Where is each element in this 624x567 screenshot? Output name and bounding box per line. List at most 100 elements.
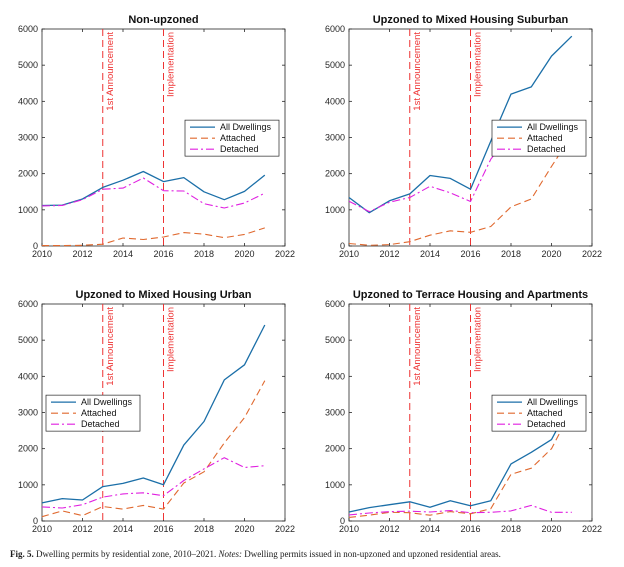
series-line-3 — [41, 177, 266, 209]
x-tick-label: 2012 — [72, 524, 92, 534]
event-label: 1st Announcement — [412, 307, 423, 386]
chart-panel-1: Non-upzoned 2010 2012 2014 2016 2018 2020 2022 0… — [18, 14, 295, 259]
caption-label: Fig. 5. — [10, 549, 34, 559]
x-tick-label: 2020 — [234, 524, 254, 534]
y-tick-label: 4000 — [18, 371, 38, 381]
x-tick-label: 2020 — [234, 249, 254, 259]
y-tick-label: 6000 — [325, 24, 345, 34]
x-tick-label: 2014 — [113, 249, 133, 259]
y-tick-label: 0 — [340, 516, 345, 526]
event-label: Implementation — [166, 32, 177, 97]
legend-label: All Dwellings — [220, 122, 272, 132]
caption-notes-text: Dwelling permits issued in non-upzoned a… — [244, 549, 501, 559]
legend-label: Detached — [81, 419, 120, 429]
y-tick-label: 4000 — [325, 371, 345, 381]
x-tick-label: 2018 — [501, 249, 521, 259]
y-tick-label: 0 — [33, 516, 38, 526]
y-tick-label: 3000 — [325, 133, 345, 143]
x-tick-label: 2022 — [275, 524, 295, 534]
y-tick-label: 1000 — [325, 480, 345, 490]
x-tick-label: 2020 — [541, 524, 561, 534]
series-line-3 — [41, 457, 265, 509]
series-line-2 — [348, 409, 573, 518]
y-tick-label: 3000 — [18, 408, 38, 418]
y-tick-label: 6000 — [18, 24, 38, 34]
x-tick-label: 2018 — [501, 524, 521, 534]
y-tick-label: 0 — [33, 241, 38, 251]
chart-panel-4: Upzoned to Terrace Housing and Apartment… — [325, 289, 602, 534]
x-tick-label: 2010 — [339, 524, 359, 534]
chart-title: Upzoned to Mixed Housing Suburban — [373, 14, 569, 26]
legend-label: All Dwellings — [81, 397, 133, 407]
x-tick-label: 2022 — [275, 249, 295, 259]
series-line-2 — [348, 134, 573, 246]
x-tick-label: 2020 — [541, 249, 561, 259]
y-tick-label: 4000 — [325, 96, 345, 106]
event-label: Implementation — [166, 307, 177, 372]
y-tick-label: 1000 — [18, 480, 38, 490]
legend-label: All Dwellings — [527, 122, 579, 132]
y-tick-label: 1000 — [18, 205, 38, 215]
legend-box — [45, 394, 141, 432]
y-tick-label: 6000 — [325, 299, 345, 309]
x-tick-label: 2014 — [420, 524, 440, 534]
caption-notes-label: Notes: — [218, 549, 242, 559]
y-tick-label: 0 — [340, 241, 345, 251]
chart-title: Upzoned to Mixed Housing Urban — [76, 289, 252, 301]
event-label: 1st Announcement — [412, 32, 423, 111]
x-tick-label: 2016 — [153, 249, 173, 259]
x-tick-label: 2016 — [153, 524, 173, 534]
figure-caption: Fig. 5. Dwelling permits by residential … — [10, 549, 620, 559]
chart-title: Non-upzoned — [128, 14, 198, 26]
y-tick-label: 2000 — [325, 444, 345, 454]
x-tick-label: 2010 — [339, 249, 359, 259]
series-line-3 — [348, 504, 572, 516]
legend-box — [491, 394, 587, 432]
y-tick-label: 2000 — [18, 444, 38, 454]
y-tick-label: 2000 — [18, 169, 38, 179]
series-line-2 — [42, 227, 265, 247]
legend-label: Attached — [220, 133, 256, 143]
x-tick-label: 2018 — [194, 524, 214, 534]
event-label: 1st Announcement — [105, 307, 116, 386]
x-tick-label: 2018 — [194, 249, 214, 259]
y-tick-label: 5000 — [325, 60, 345, 70]
legend-label: Attached — [527, 133, 563, 143]
x-tick-label: 2016 — [460, 249, 480, 259]
legend-box — [184, 119, 280, 157]
x-tick-label: 2012 — [72, 249, 92, 259]
y-tick-label: 5000 — [325, 335, 345, 345]
y-tick-label: 2000 — [325, 169, 345, 179]
event-label: Implementation — [473, 307, 484, 372]
x-tick-label: 2022 — [582, 524, 602, 534]
y-tick-label: 5000 — [18, 335, 38, 345]
y-tick-label: 6000 — [18, 299, 38, 309]
legend-label: Attached — [81, 408, 117, 418]
chart-title: Upzoned to Terrace Housing and Apartment… — [353, 289, 588, 301]
x-tick-label: 2010 — [32, 524, 52, 534]
x-tick-label: 2014 — [113, 524, 133, 534]
y-tick-label: 3000 — [18, 133, 38, 143]
x-tick-label: 2016 — [460, 524, 480, 534]
event-label: Implementation — [473, 32, 484, 97]
x-tick-label: 2014 — [420, 249, 440, 259]
caption-text: Dwelling permits by residential zone, 20… — [36, 549, 217, 559]
legend-label: Detached — [527, 144, 566, 154]
y-tick-label: 5000 — [18, 60, 38, 70]
series-line-1 — [348, 35, 573, 214]
x-tick-label: 2010 — [32, 249, 52, 259]
legend-label: All Dwellings — [527, 397, 579, 407]
x-tick-label: 2022 — [582, 249, 602, 259]
series-line-1 — [41, 170, 266, 207]
y-tick-label: 3000 — [325, 408, 345, 418]
legend-label: Attached — [527, 408, 563, 418]
legend-label: Detached — [527, 419, 566, 429]
series-line-1 — [41, 324, 266, 504]
y-tick-label: 4000 — [18, 96, 38, 106]
series-line-1 — [348, 401, 573, 513]
